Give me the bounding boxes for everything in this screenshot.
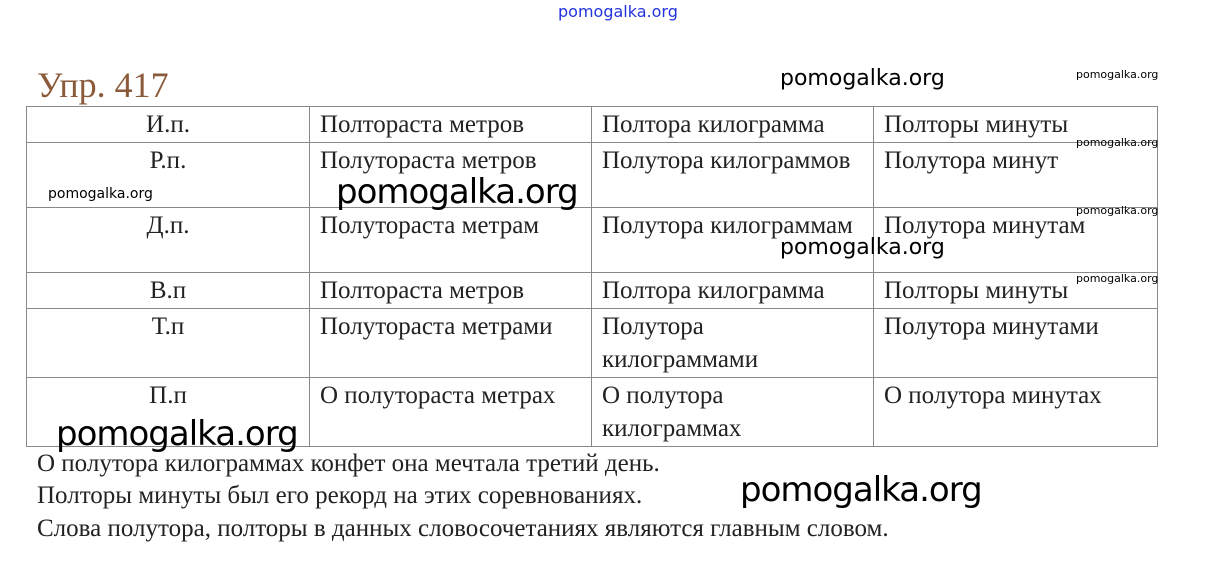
case-cell: Р.п. xyxy=(26,142,310,208)
exercise-title: Упр. 417 xyxy=(37,65,169,105)
watermark: pomogalka.org xyxy=(780,235,945,260)
case-cell: П.п xyxy=(26,377,310,447)
table-cell: Полутораста метрами xyxy=(309,308,592,378)
table-cell: Полутораста метрам xyxy=(309,207,592,273)
table-row: Р.п. Полутораста метров Полутора килогра… xyxy=(26,142,1158,208)
table-cell: О полутора минутах xyxy=(873,377,1158,447)
sentence-line: Слова полутора, полторы в данных словосо… xyxy=(37,515,889,542)
table-cell: О полутора килограммах xyxy=(591,377,874,447)
table-cell: Полтора килограмма xyxy=(591,272,874,309)
watermark: pomogalka.org xyxy=(336,172,579,212)
watermark: pomogalka.org xyxy=(558,2,678,21)
case-cell: Т.п xyxy=(26,308,310,378)
table-cell: О полутораста метрах xyxy=(309,377,592,447)
watermark: pomogalka.org xyxy=(1076,204,1159,217)
table-cell: Полутора минут xyxy=(873,142,1158,208)
table-cell: Полутора килограммов xyxy=(591,142,874,208)
table-row: В.п Полтораста метров Полтора килограмма… xyxy=(26,272,1158,309)
table-row: Д.п. Полутораста метрам Полутора килогра… xyxy=(26,207,1158,273)
case-cell: И.п. xyxy=(26,106,310,143)
table-cell: Полтораста метров xyxy=(309,272,592,309)
table-cell: Полторы минуты xyxy=(873,272,1158,309)
table-cell: Полтора килограмма xyxy=(591,106,874,143)
table-row: П.п О полутораста метрах О полутора кило… xyxy=(26,377,1158,447)
watermark: pomogalka.org xyxy=(780,66,945,91)
watermark: pomogalka.org xyxy=(1076,272,1159,285)
watermark: pomogalka.org xyxy=(1076,68,1159,81)
table-cell: Полутора килограммами xyxy=(591,308,874,378)
table-row: И.п. Полтораста метров Полтора килограмм… xyxy=(26,106,1158,143)
table-cell: Полтораста метров xyxy=(309,106,592,143)
table-row: Т.п Полутораста метрами Полутора килогра… xyxy=(26,308,1158,378)
sentence-line: О полутора килограммах конфет она мечтал… xyxy=(37,450,660,477)
case-cell: Д.п. xyxy=(26,207,310,273)
sentence-line: Полторы минуты был его рекорд на этих со… xyxy=(37,482,643,509)
table-cell: Полутораста метров xyxy=(309,142,592,208)
table-cell: Полутора минутами xyxy=(873,308,1158,378)
case-cell: В.п xyxy=(26,272,310,309)
declension-table: И.п. Полтораста метров Полтора килограмм… xyxy=(26,106,1158,447)
watermark: pomogalka.org xyxy=(1076,136,1159,149)
watermark: pomogalka.org xyxy=(56,414,299,454)
watermark: pomogalka.org xyxy=(740,470,983,510)
watermark: pomogalka.org xyxy=(48,186,153,202)
table-cell: Полторы минуты xyxy=(873,106,1158,143)
